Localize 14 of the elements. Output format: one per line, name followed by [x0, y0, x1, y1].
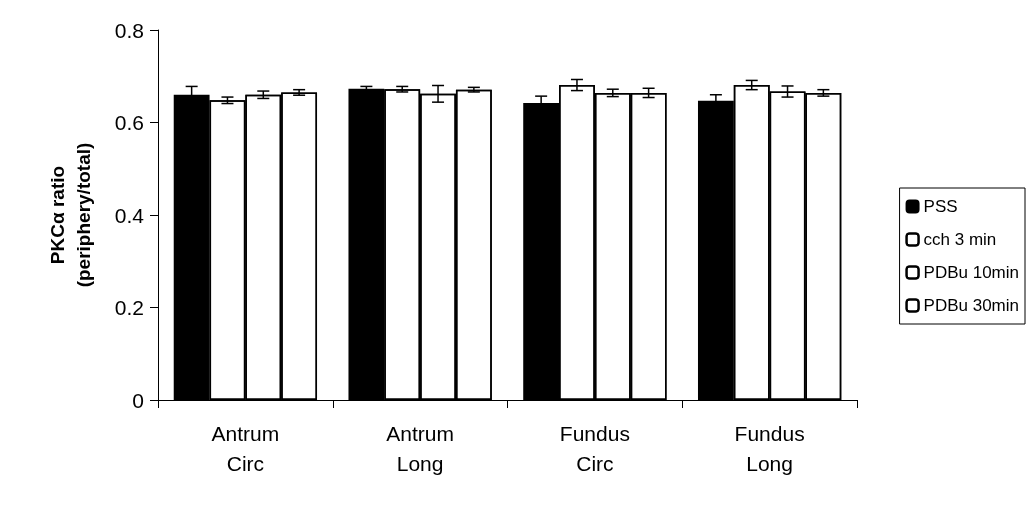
legend-label: cch 3 min — [923, 230, 997, 249]
y-axis-title: PKCα ratio (periphery/total) — [46, 142, 94, 288]
legend-label: PDBu 10min — [923, 263, 1019, 282]
x-tick-label: Fundus Circ — [559, 421, 630, 475]
y-tick-label: 0.8 — [114, 18, 144, 42]
y-tick-label: 0 — [132, 388, 144, 412]
y-tick-label: 0.2 — [114, 296, 144, 319]
y-tick-label: 0.6 — [114, 111, 144, 134]
legend-label: PDBu 30min — [923, 296, 1019, 315]
y-tick-label: 0.4 — [114, 203, 145, 227]
legend-label: PSS — [923, 197, 958, 216]
x-tick-label: Antrum Long — [386, 421, 454, 475]
x-tick-label: Antrum Circ — [211, 421, 280, 475]
x-tick-label: Fundus Long — [734, 421, 805, 475]
